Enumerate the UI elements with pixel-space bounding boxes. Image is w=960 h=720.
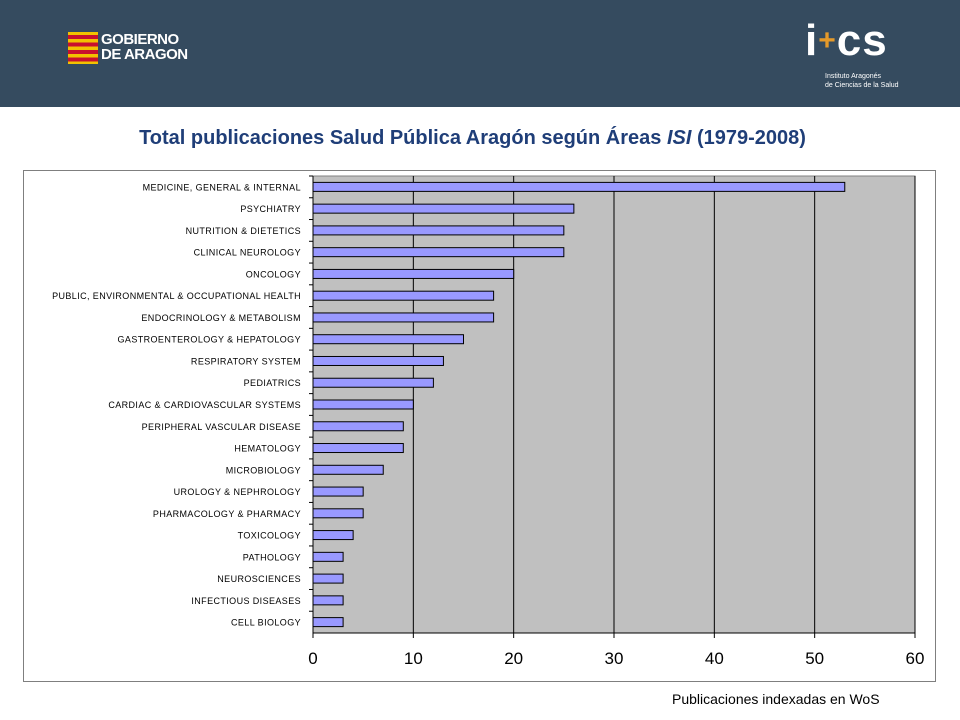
bar-chart: 0 10 20 30 40 50 60 MEDICINE, GENERAL & INTERNA…: [52, 175, 925, 668]
category-label-10: CARDIAC & CARDIOVASCULAR SYSTEMS: [108, 400, 301, 410]
category-label-4: ONCOLOGY: [246, 269, 301, 279]
category-label-5: PUBLIC, ENVIRONMENTAL & OCCUPATIONAL HEA…: [52, 291, 301, 301]
gobierno-aragon-text: GOBIERNO DE ARAGON: [101, 32, 188, 62]
category-label-18: NEUROSCIENCES: [217, 574, 301, 584]
bar-0: [312, 181, 846, 192]
bar-7: [312, 334, 464, 345]
category-label-9: PEDIATRICS: [244, 378, 301, 388]
footer-note: Publicaciones indexadas en WoS: [672, 691, 880, 707]
chart-frame: 0 10 20 30 40 50 60 MEDICINE, GENERAL & INTERNA…: [23, 170, 936, 682]
category-label-7: GASTROENTEROLOGY & HEPATOLOGY: [118, 335, 301, 345]
bar-11: [312, 421, 404, 432]
x-tick-label-0: 0: [308, 649, 317, 668]
bar-15: [312, 508, 364, 519]
gov-line-2: DE ARAGON: [101, 46, 188, 63]
bar-3: [312, 247, 565, 258]
category-label-6: ENDOCRINOLOGY & METABOLISM: [141, 313, 301, 323]
bar-19: [312, 595, 344, 606]
ics-mark: i+cs: [805, 16, 888, 65]
category-label-11: PERIPHERAL VASCULAR DISEASE: [142, 422, 301, 432]
page-title: Total publicaciones Salud Pública Aragón…: [0, 127, 945, 150]
x-tick-label-50: 50: [805, 649, 824, 668]
x-tick-label-40: 40: [705, 649, 724, 668]
ics-sub-line-1: Instituto Aragonés: [825, 73, 882, 80]
bar-6: [312, 312, 495, 323]
bar-5: [312, 290, 495, 301]
title-part-3: (1979-2008): [691, 127, 806, 149]
x-tick-label-30: 30: [605, 649, 624, 668]
header-banner: GOBIERNO DE ARAGON i+cs Instituto Aragon…: [0, 0, 960, 107]
title-part-2: ISI: [666, 127, 692, 149]
category-label-17: PATHOLOGY: [243, 552, 301, 562]
category-label-20: CELL BIOLOGY: [231, 618, 301, 628]
category-label-14: UROLOGY & NEPHROLOGY: [174, 487, 301, 497]
bar-18: [312, 573, 344, 584]
category-label-12: HEMATOLOGY: [234, 444, 301, 454]
bar-12: [312, 443, 404, 454]
bar-4: [312, 268, 515, 279]
category-label-3: CLINICAL NEUROLOGY: [194, 248, 301, 258]
bar-17: [312, 551, 344, 562]
title-part-1: Total publicaciones Salud Pública Aragón…: [139, 127, 667, 149]
bar-1: [312, 203, 575, 214]
category-label-0: MEDICINE, GENERAL & INTERNAL: [143, 182, 301, 192]
x-tick-label-60: 60: [906, 649, 925, 668]
aragon-flag-icon: [68, 32, 98, 64]
category-label-15: PHARMACOLOGY & PHARMACY: [153, 509, 301, 519]
category-label-1: PSYCHIATRY: [240, 204, 301, 214]
ics-sub-line-2: de Ciencias de la Salud: [825, 82, 899, 89]
x-tick-label-10: 10: [404, 649, 423, 668]
category-label-2: NUTRITION & DIETETICS: [186, 226, 301, 236]
bar-20: [312, 617, 344, 628]
bar-2: [312, 225, 565, 236]
bar-8: [312, 355, 444, 366]
category-label-8: RESPIRATORY SYSTEM: [191, 356, 301, 366]
bar-16: [312, 530, 354, 541]
x-tick-label-20: 20: [504, 649, 523, 668]
gov-line-1: GOBIERNO: [101, 31, 179, 48]
bar-13: [312, 464, 384, 475]
ics-logo: i+cs Instituto Aragonés de Ciencias de l…: [805, 18, 925, 98]
bar-10: [312, 399, 414, 410]
ics-subtitle: Instituto Aragonés de Ciencias de la Sal…: [825, 72, 899, 90]
gobierno-aragon-logo: GOBIERNO DE ARAGON: [68, 32, 208, 66]
category-label-16: TOXICOLOGY: [238, 531, 301, 541]
category-label-19: INFECTIOUS DISEASES: [191, 596, 301, 606]
bar-14: [312, 486, 364, 497]
bar-9: [312, 377, 434, 388]
category-label-13: MICROBIOLOGY: [226, 465, 301, 475]
